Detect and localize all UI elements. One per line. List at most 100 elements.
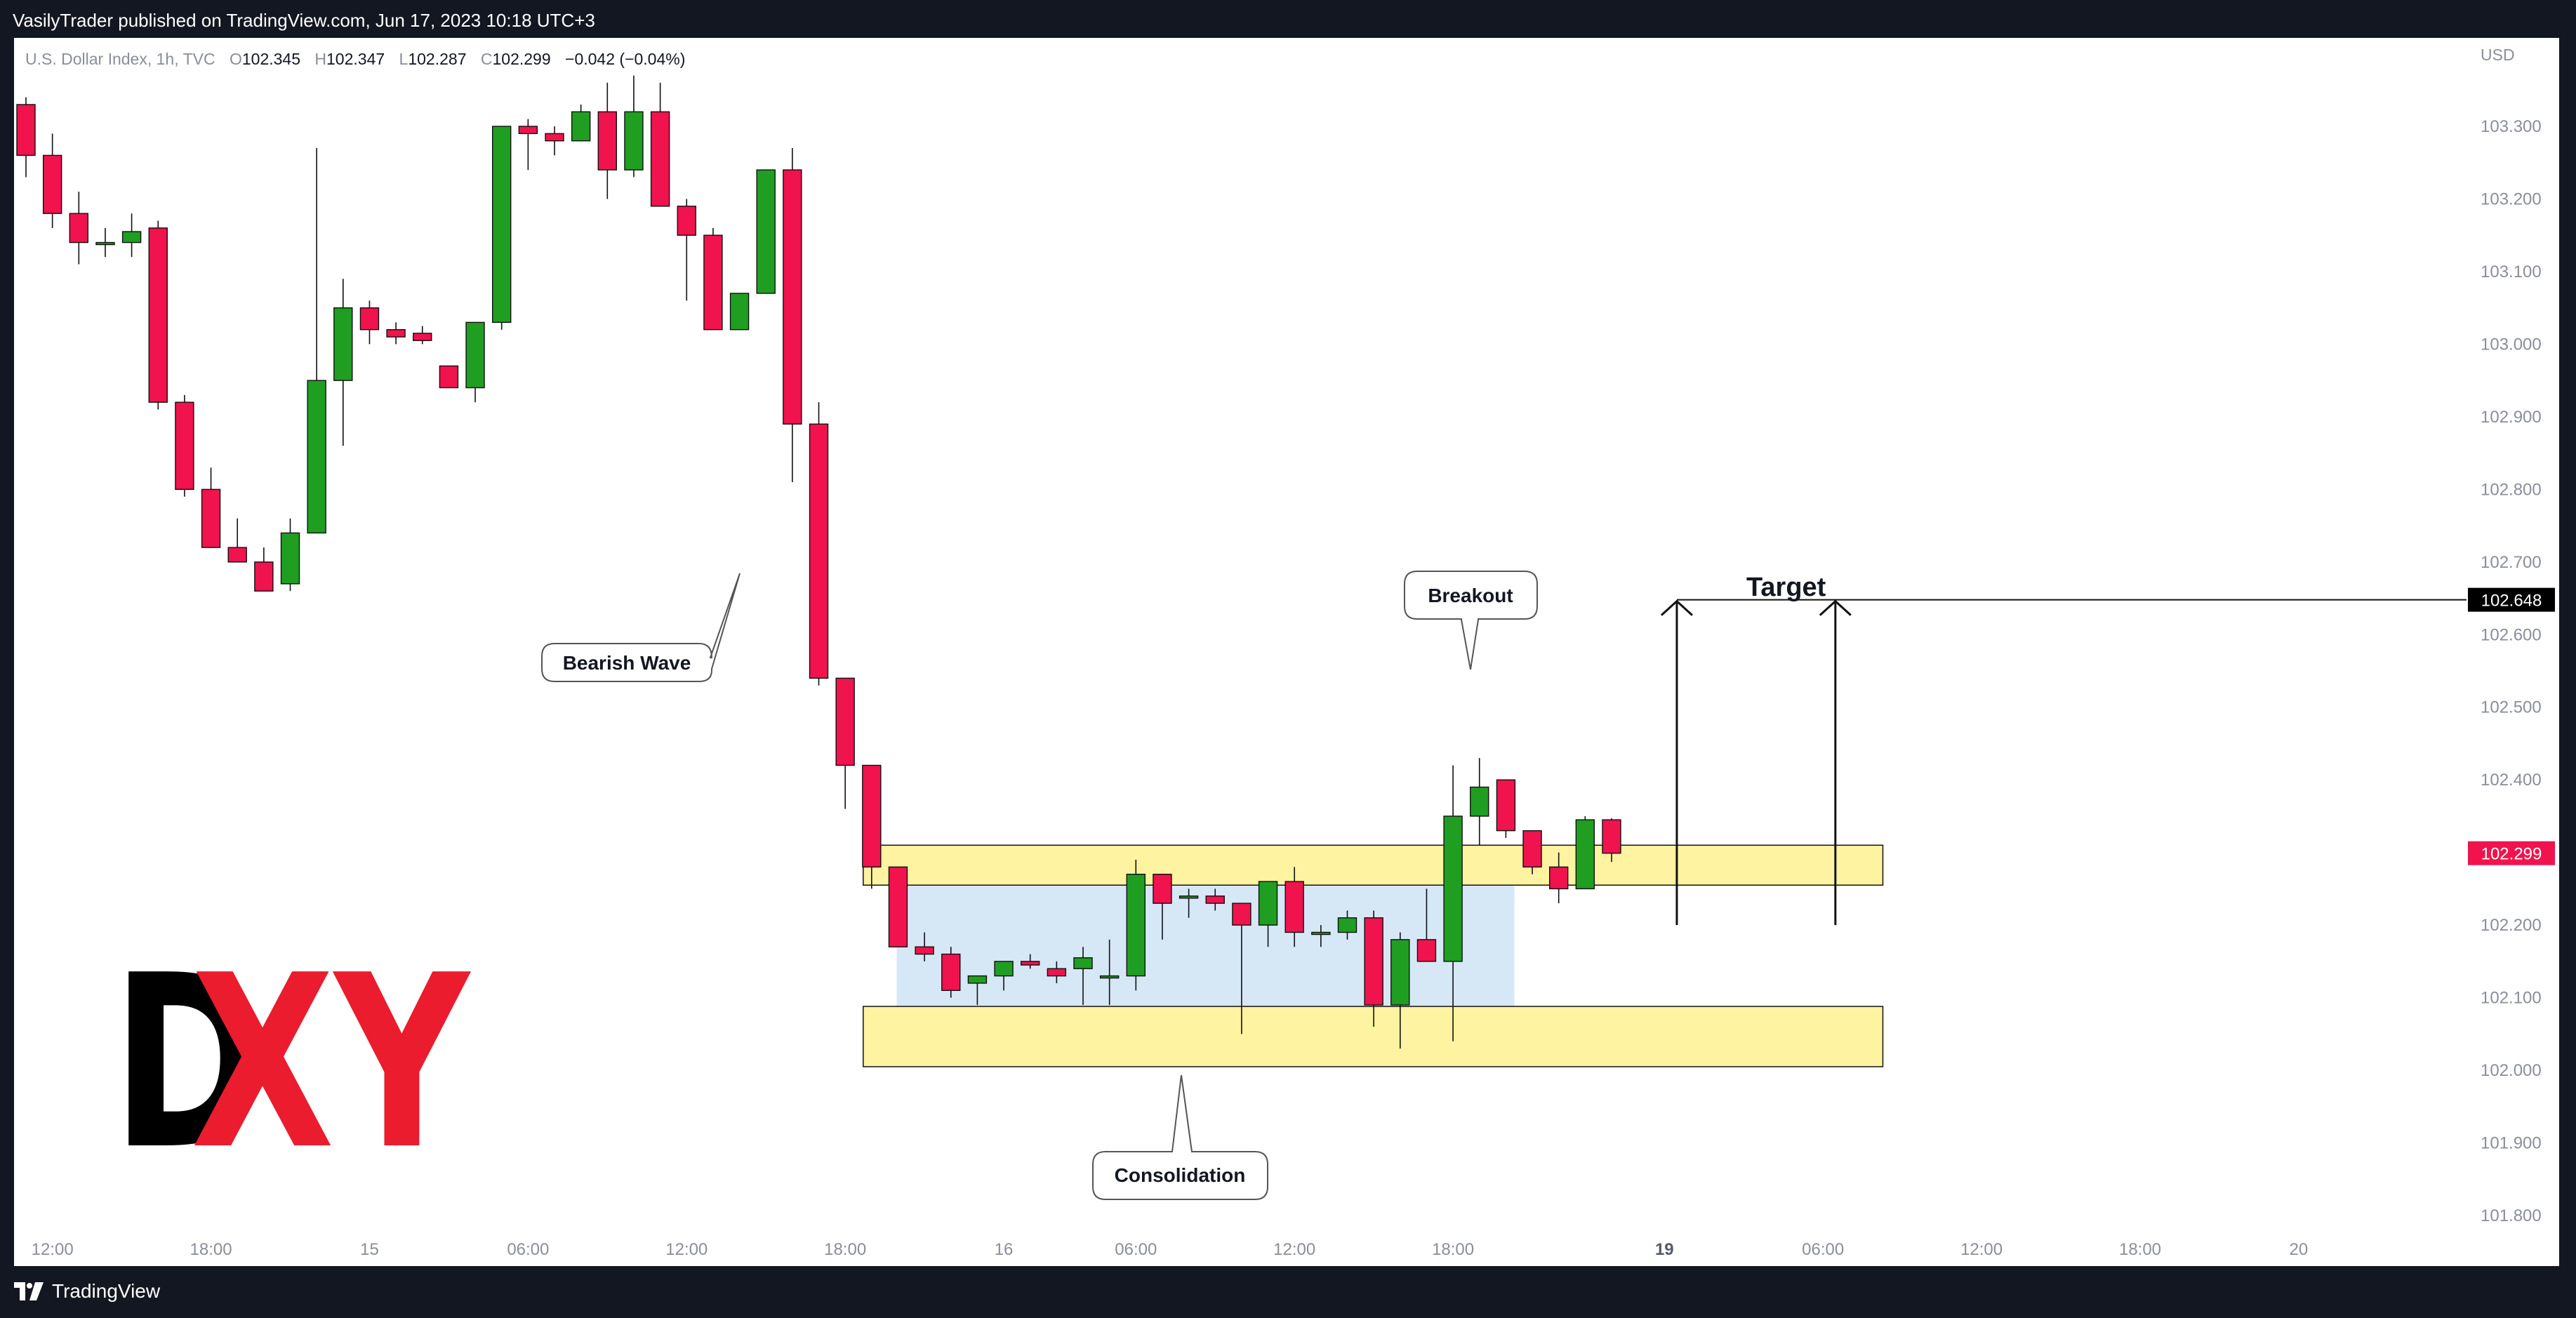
x-tick-label: 18:00 <box>2119 1240 2161 1259</box>
bearish-candle <box>888 866 908 947</box>
y-tick-label: 102.800 <box>2481 480 2542 499</box>
x-tick-label: 19 <box>1655 1240 1674 1259</box>
chart-panel[interactable]: 103.300 103.200 103.100 103.000 102.900 102.8… <box>14 38 2559 1266</box>
bearish-candle <box>1364 910 1383 1027</box>
bearish-candle <box>1284 867 1304 947</box>
candle-body <box>915 946 934 955</box>
bearish-wave-label: Bearish Wave <box>563 652 691 674</box>
currency-label: USD <box>2481 46 2515 64</box>
legend-high-value: 102.347 <box>326 50 385 68</box>
candle-body <box>1443 816 1463 962</box>
candle-body <box>1602 819 1621 854</box>
candle-body <box>175 401 194 491</box>
dxy-logo: D XY <box>112 924 471 1201</box>
target-arrow <box>1660 599 1693 926</box>
x-tick-label: 18:00 <box>824 1240 866 1259</box>
bearish-candle <box>439 365 459 389</box>
support-zone <box>863 1006 1884 1067</box>
legend-symbol: U.S. Dollar Index, 1h, TVC <box>25 50 215 68</box>
candle-body <box>545 133 564 142</box>
footer-bar: TradingView <box>0 1266 2576 1318</box>
x-tick-label: 06:00 <box>507 1240 549 1259</box>
y-tick-label: 102.100 <box>2481 989 2542 1008</box>
bullish-candle <box>1099 939 1120 1005</box>
legend-high-label: H <box>314 50 326 68</box>
bearish-candle <box>413 326 432 345</box>
bearish-candle <box>1153 874 1172 940</box>
x-tick-label: 16 <box>995 1240 1014 1259</box>
candle-body <box>994 961 1014 977</box>
dxy-logo-d: D <box>112 924 266 1201</box>
y-tick-label: 103.300 <box>2481 117 2542 136</box>
bearish-candle <box>677 199 696 301</box>
candle-body <box>1047 968 1067 977</box>
candle-body <box>677 206 696 236</box>
candle-body <box>69 213 89 244</box>
breakout-label: Breakout <box>1428 585 1513 606</box>
last-price-badge: 102.299 <box>2468 841 2555 865</box>
x-tick-label: 18:00 <box>190 1240 232 1259</box>
tradingview-logo[interactable]: TradingView <box>14 1280 160 1303</box>
consolidation-callout[interactable]: Consolidation <box>1092 1074 1268 1200</box>
candle-body <box>307 380 326 534</box>
y-tick-label: 102.200 <box>2481 916 2542 935</box>
candle-body <box>359 307 380 331</box>
x-tick-label: 12:00 <box>1273 1240 1315 1259</box>
candle-body <box>967 975 988 984</box>
candle-body <box>333 307 353 381</box>
x-tick-label: 18:00 <box>1432 1240 1474 1259</box>
candle-body <box>1575 819 1595 890</box>
bearish-candle <box>254 547 274 592</box>
bearish-candle <box>783 148 802 482</box>
bearish-candle <box>915 932 934 961</box>
target-price-value: 102.648 <box>2481 592 2542 611</box>
resistance-zone <box>863 844 1884 886</box>
consolidation-label: Consolidation <box>1115 1164 1246 1186</box>
bearish-candle <box>597 82 617 199</box>
bearish-candle <box>359 300 380 345</box>
bearish-candle <box>1522 830 1542 874</box>
candle-body <box>650 111 670 207</box>
publish-header: VasilyTrader published on TradingView.co… <box>0 0 2576 38</box>
legend-open-label: O <box>230 50 242 68</box>
candle-body <box>1232 903 1252 926</box>
bullish-candle <box>1258 881 1278 947</box>
bearish-candle <box>703 227 723 331</box>
y-tick-label: 103.100 <box>2481 262 2542 281</box>
candle-body <box>1020 961 1040 966</box>
x-tick-label: 12:00 <box>32 1240 74 1259</box>
candle-body <box>809 423 829 679</box>
breakout-callout[interactable]: Breakout <box>1404 571 1538 670</box>
candle-body <box>1548 866 1569 890</box>
bearish-candle <box>941 947 961 998</box>
y-tick-label: 101.800 <box>2481 1206 2542 1225</box>
y-tick-label: 102.600 <box>2481 625 2542 644</box>
consolidation-box <box>896 885 1515 1007</box>
last-price-badge-bg <box>2468 841 2555 865</box>
legend-low-value: 102.287 <box>408 50 466 68</box>
bullish-candle <box>121 213 142 258</box>
candle-body <box>148 227 168 403</box>
candle-body <box>729 293 750 331</box>
candlestick-chart[interactable]: 103.300 103.200 103.100 103.000 102.900 102.8… <box>14 38 2559 1266</box>
bearish-candle <box>386 322 406 345</box>
bearish-candle <box>1205 888 1225 911</box>
x-tick-label: 12:00 <box>665 1240 708 1259</box>
candle-body <box>1153 874 1172 904</box>
candle-body <box>571 111 591 142</box>
candle-body <box>280 532 300 585</box>
candle-body <box>254 561 274 592</box>
candle-body <box>1179 896 1199 899</box>
y-tick-label: 102.400 <box>2481 771 2542 790</box>
target-label: Target <box>1746 573 1826 602</box>
bearish-wave-callout[interactable]: Bearish Wave <box>541 573 741 682</box>
bullish-candle <box>333 279 353 446</box>
target-arrow <box>1819 599 1852 926</box>
bearish-candle <box>518 119 538 171</box>
candle-body <box>386 329 406 338</box>
candle-body <box>1205 896 1225 904</box>
bullish-candle <box>307 148 326 534</box>
bullish-candle <box>756 169 776 294</box>
candle-body <box>1390 939 1410 1006</box>
candle-body <box>703 234 723 331</box>
